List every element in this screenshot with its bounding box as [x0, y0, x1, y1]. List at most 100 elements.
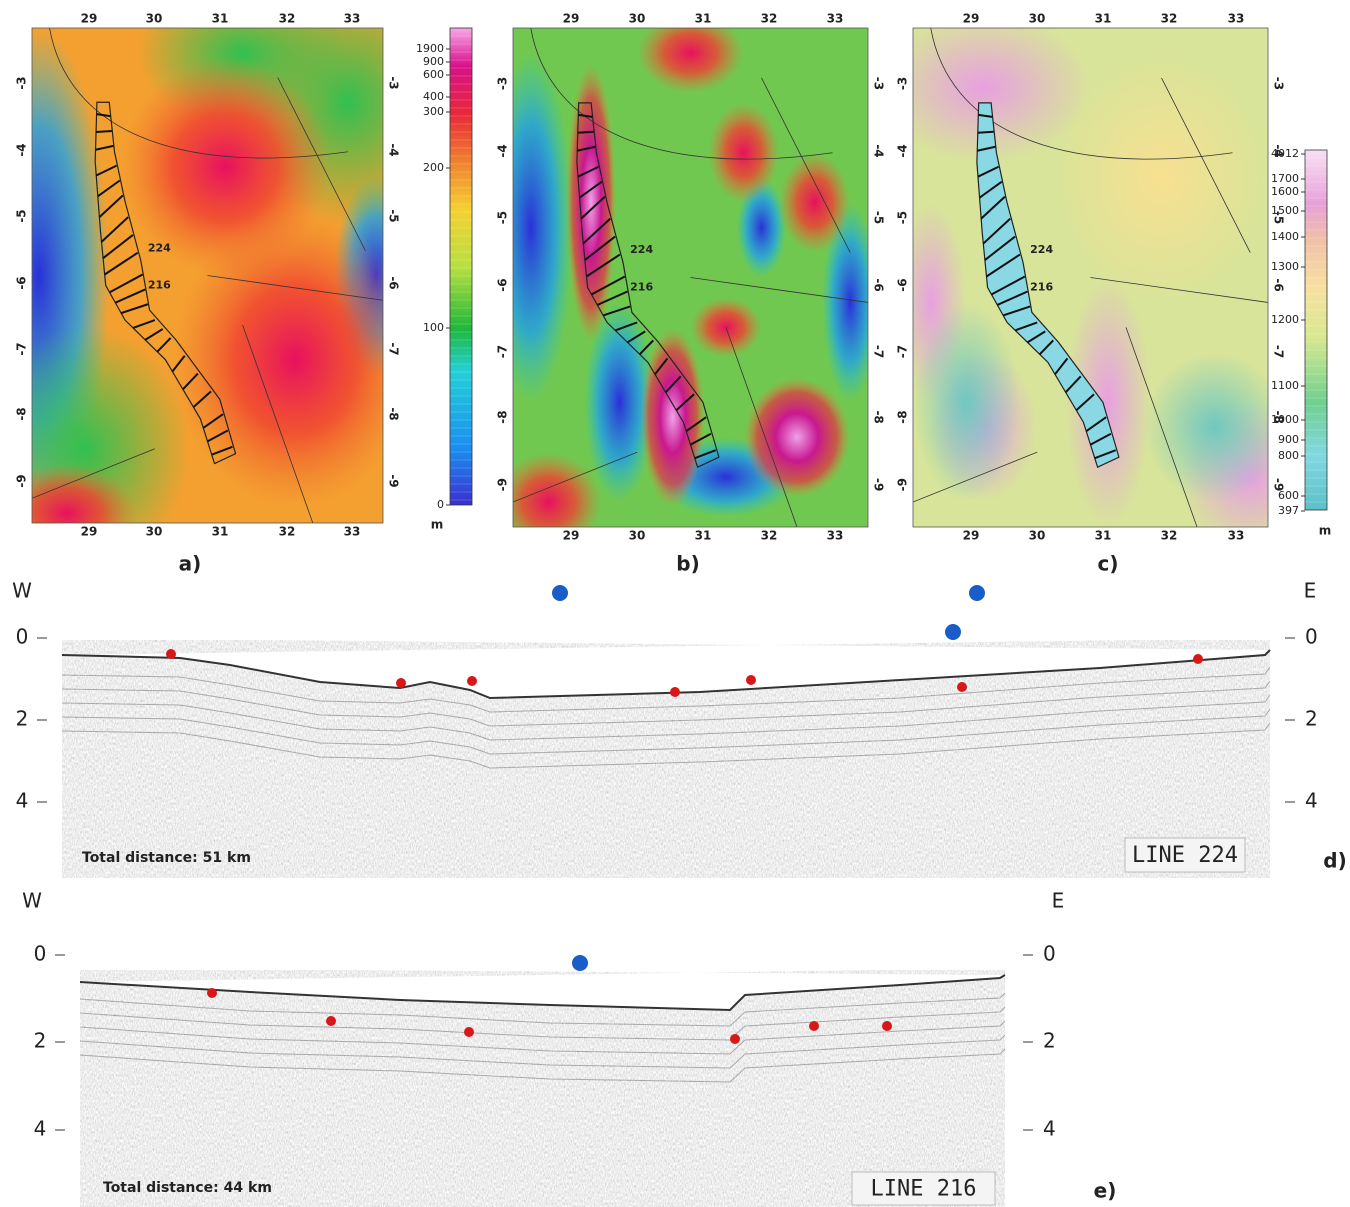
colorbar-label: 1500	[1271, 204, 1299, 217]
colorbar-label: 1600	[1271, 185, 1299, 198]
red-marker	[166, 649, 176, 659]
lon-label-top: 32	[279, 12, 296, 26]
lat-label-right: -9	[387, 474, 401, 487]
red-marker	[207, 988, 217, 998]
lon-label-top: 29	[963, 12, 980, 26]
lat-label-left: -3	[496, 77, 510, 90]
depth-label-right: 0	[1305, 625, 1318, 649]
lat-label-left: -7	[15, 342, 29, 355]
line-label: 216	[148, 278, 171, 291]
map-panel: 22421629293030313132323333-3-3-4-4-5-5-6…	[488, 12, 885, 576]
lat-label-left: -8	[896, 410, 910, 423]
colorbar-label: 800	[1278, 449, 1299, 462]
colorbar-label: 1700	[1271, 172, 1299, 185]
red-marker	[730, 1034, 740, 1044]
depth-label-right: 4	[1305, 789, 1318, 813]
seismic-profile: 002244WETotal distance: 51 kmLINE 224d)	[12, 579, 1347, 879]
red-marker	[746, 675, 756, 685]
lon-label-top: 32	[761, 12, 778, 26]
map-area	[488, 13, 878, 552]
lon-label-top: 33	[1228, 12, 1245, 26]
colorbar-label: 1200	[1271, 313, 1299, 326]
map-panel: 22421629293030313132323333-3-3-4-4-5-5-6…	[0, 0, 453, 576]
lon-label-top: 29	[81, 12, 98, 26]
colorbar-label: 1000	[1271, 413, 1299, 426]
lon-label-top: 30	[1029, 12, 1046, 26]
map-blob	[495, 452, 602, 552]
lat-label-left: -7	[496, 345, 510, 358]
lon-label-top: 32	[1161, 12, 1178, 26]
lat-label-left: -4	[896, 144, 910, 157]
seismic-line	[978, 132, 994, 133]
lat-label-left: -5	[896, 211, 910, 224]
depth-label-right: 2	[1043, 1029, 1056, 1053]
red-marker	[464, 1027, 474, 1037]
colorbar-label: 300	[423, 105, 444, 118]
line-label: 224	[630, 243, 653, 256]
lat-label-right: -5	[872, 211, 886, 224]
figure: 224 216 29 29 30 30 31 31 32 32 33 33 -3 -3 -4 -4 -5 -5 -6…	[0, 0, 1350, 1207]
map-blob	[641, 327, 705, 507]
blue-marker	[945, 624, 961, 640]
lon-label-top: 30	[146, 12, 163, 26]
map-blob	[779, 153, 850, 253]
lat-label-right: -7	[872, 345, 886, 358]
depth-label-right: 4	[1043, 1117, 1056, 1141]
red-marker	[326, 1016, 336, 1026]
lon-label-bottom: 33	[827, 529, 844, 543]
lat-label-right: -4	[387, 143, 401, 156]
lat-label-left: -3	[896, 77, 910, 90]
depth-label-left: 0	[16, 625, 29, 649]
colorbar-fill	[1305, 150, 1327, 510]
seismic-line	[578, 132, 594, 133]
red-marker	[670, 687, 680, 697]
lon-label-top: 33	[344, 12, 361, 26]
lon-label-top: 31	[1095, 12, 1112, 26]
east-label: E	[1052, 889, 1065, 913]
lat-label-left: -8	[15, 407, 29, 420]
east-label: E	[1304, 579, 1317, 603]
map-blob	[913, 302, 1020, 502]
map-blob	[637, 13, 744, 93]
lon-label-bottom: 31	[695, 529, 712, 543]
line-label: 216	[1030, 280, 1053, 293]
west-label: W	[12, 579, 32, 603]
lat-label-right: -6	[387, 276, 401, 289]
lon-label-bottom: 30	[1029, 529, 1046, 543]
red-marker	[467, 676, 477, 686]
lon-label-bottom: 32	[1161, 529, 1178, 543]
lat-label-left: -6	[496, 278, 510, 291]
colorbar-label: 900	[1278, 433, 1299, 446]
colorbar-label: 1300	[1271, 260, 1299, 273]
lat-label-left: -9	[896, 478, 910, 491]
line-label: 216	[630, 280, 653, 293]
lat-label-right: -3	[872, 77, 886, 90]
red-marker	[809, 1021, 819, 1031]
lat-label-left: -5	[15, 209, 29, 222]
colorbar-label: 0	[437, 498, 444, 511]
lat-label-right: -7	[387, 342, 401, 355]
panel-label: c)	[1098, 552, 1119, 576]
depth-label-left: 0	[34, 942, 47, 966]
line-label: 224	[1030, 243, 1053, 256]
colorbar-label: 1400	[1271, 230, 1299, 243]
map-blob	[172, 211, 418, 508]
lat-label-right: -5	[387, 209, 401, 222]
map-blob	[744, 377, 851, 497]
map-blob	[1144, 352, 1286, 502]
distance-label: Total distance: 44 km	[103, 1180, 272, 1196]
lon-label-top: 33	[827, 12, 844, 26]
map-panel: 22421629293030313132323333-3-3-4-4-5-5-6…	[878, 12, 1322, 576]
lon-label-top: 31	[212, 12, 229, 26]
lon-label-bottom: 32	[279, 525, 296, 539]
colorbar-label: 1900	[416, 42, 444, 55]
colorbar-label: 900	[423, 55, 444, 68]
west-label: W	[22, 889, 42, 913]
colorbar-unit: m	[431, 518, 444, 532]
red-marker	[396, 678, 406, 688]
map-area	[878, 13, 1322, 552]
lon-label-top: 29	[563, 12, 580, 26]
lat-label-left: -9	[496, 478, 510, 491]
lat-label-left: -8	[496, 410, 510, 423]
colorbar-label: 600	[423, 68, 444, 81]
